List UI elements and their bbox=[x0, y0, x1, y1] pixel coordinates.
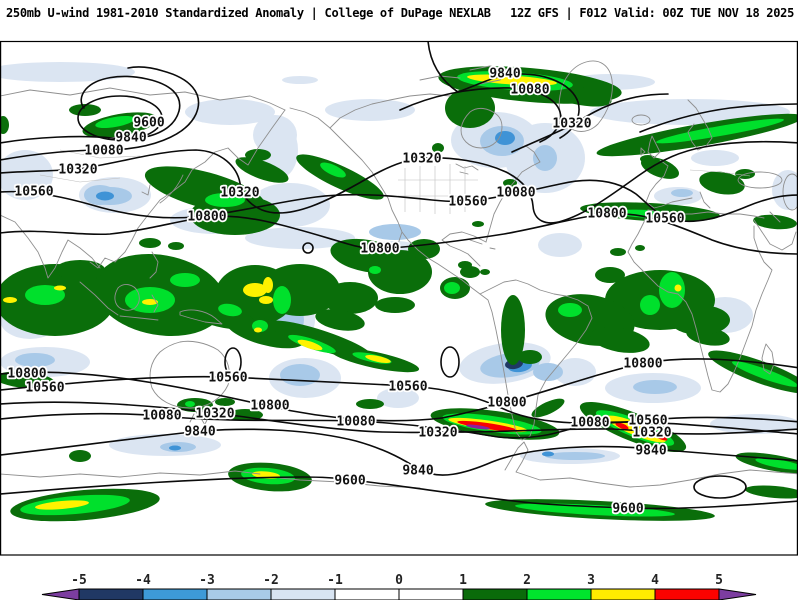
colorbar-segment bbox=[270, 588, 336, 600]
product-title: 250mb U-wind 1981-2010 Standardized Anom… bbox=[6, 6, 491, 20]
contour-label: 9840 bbox=[402, 464, 433, 479]
colorbar-tick-label: 3 bbox=[587, 573, 595, 588]
contour-label: 10800 bbox=[487, 396, 526, 411]
colorbar-segment bbox=[398, 588, 464, 600]
colorbar-left-arrow bbox=[41, 588, 80, 600]
colorbar-tick-label: 0 bbox=[395, 573, 403, 588]
contour-label: 10560 bbox=[448, 195, 487, 210]
colorbar-segment bbox=[334, 588, 400, 600]
contour-label: 10320 bbox=[220, 186, 259, 201]
colorbar-segment bbox=[590, 588, 656, 600]
contour-label: 10800 bbox=[187, 210, 226, 225]
colorbar-tick-label: 5 bbox=[715, 573, 723, 588]
colorbar-tick-label: 4 bbox=[651, 573, 659, 588]
contour-label: 10800 bbox=[587, 207, 626, 222]
contour-label: 9600 bbox=[612, 502, 643, 517]
map-border bbox=[0, 40, 798, 556]
contour-label: 10080 bbox=[496, 186, 535, 201]
colorbar-segment bbox=[206, 588, 272, 600]
colorbar-segment bbox=[142, 588, 208, 600]
contour-label: 9840 bbox=[184, 425, 215, 440]
colorbar-tick-label: -3 bbox=[199, 573, 215, 588]
contour-label: 10080 bbox=[570, 416, 609, 431]
title-bar: 250mb U-wind 1981-2010 Standardized Anom… bbox=[0, 0, 800, 41]
colorbar-segment bbox=[462, 588, 528, 600]
contour-label: 9840 bbox=[635, 444, 666, 459]
contour-label: 10560 bbox=[388, 380, 427, 395]
colorbar-tick-label: -5 bbox=[71, 573, 87, 588]
contour-label: 9840 bbox=[115, 131, 146, 146]
contour-label: 10080 bbox=[510, 83, 549, 98]
contour-label: 10560 bbox=[208, 371, 247, 386]
contour-label: 10560 bbox=[25, 381, 64, 396]
colorbar-tick-label: -4 bbox=[135, 573, 151, 588]
colorbar-segment bbox=[654, 588, 720, 600]
model-valid-time: 12Z GFS | F012 Valid: 00Z TUE NOV 18 202… bbox=[510, 6, 794, 20]
colorbar-tick-label: 1 bbox=[459, 573, 467, 588]
contour-label: 10560 bbox=[645, 212, 684, 227]
contour-label: 10800 bbox=[7, 367, 46, 382]
colorbar-segment bbox=[78, 588, 144, 600]
contour-label: 10080 bbox=[84, 144, 123, 159]
contour-label: 9840 bbox=[489, 67, 520, 82]
coastlines bbox=[1, 60, 797, 489]
colorbar-tick-label: 2 bbox=[523, 573, 531, 588]
contour-label: 10320 bbox=[58, 163, 97, 178]
height-contours bbox=[1, 42, 797, 510]
colorbar-tick-label: -2 bbox=[263, 573, 279, 588]
contour-label: 10800 bbox=[623, 357, 662, 372]
contour-label: 10560 bbox=[628, 414, 667, 429]
contour-label: 10320 bbox=[402, 152, 441, 167]
colorbar: -5 -4 -3 -2 -1 0 1 2 3 4 5 bbox=[41, 573, 757, 600]
anomaly-shading bbox=[1, 62, 797, 522]
contour-label: 9600 bbox=[334, 474, 365, 489]
colorbar-tick-label: -1 bbox=[327, 573, 343, 588]
contour-label: 10800 bbox=[250, 399, 289, 414]
contour-label: 10320 bbox=[632, 426, 671, 441]
colorbar-segment bbox=[526, 588, 592, 600]
contour-label: 10320 bbox=[195, 407, 234, 422]
contour-label: 10560 bbox=[14, 185, 53, 200]
contour-label: 10800 bbox=[360, 242, 399, 257]
contour-label: 10320 bbox=[418, 426, 457, 441]
colorbar-right-arrow bbox=[718, 588, 757, 600]
contour-label: 10080 bbox=[142, 409, 181, 424]
contour-label: 9600 bbox=[133, 116, 164, 131]
contour-label: 10320 bbox=[552, 117, 591, 132]
contour-label: 10080 bbox=[336, 415, 375, 430]
